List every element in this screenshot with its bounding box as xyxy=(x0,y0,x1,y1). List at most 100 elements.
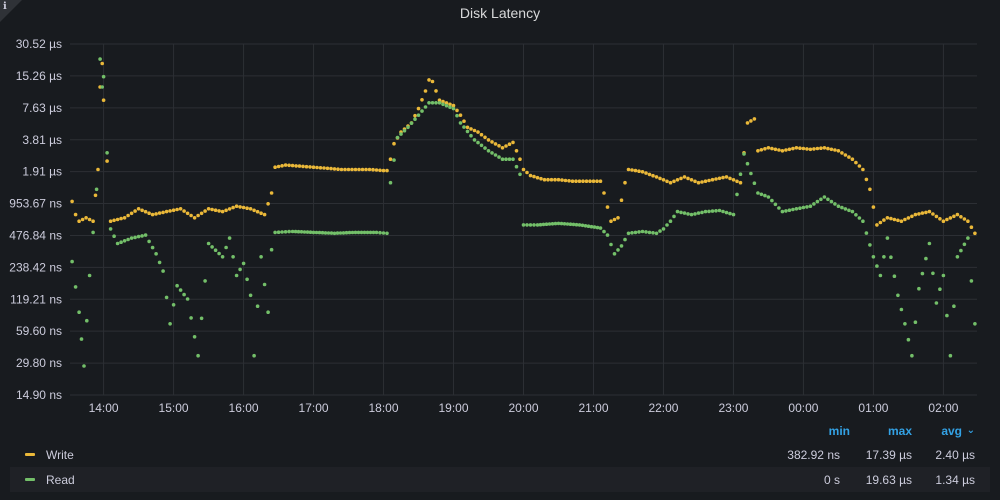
data-point xyxy=(567,179,571,183)
data-point xyxy=(843,153,848,157)
chart-area[interactable]: 14.90 ns 29.80 ns 59.60 ns 119.21 ns 238.42 … xyxy=(0,0,1000,420)
data-point xyxy=(903,322,907,326)
x-tick-label: 00:00 xyxy=(788,401,818,415)
data-point xyxy=(686,176,690,181)
data-point xyxy=(798,146,802,150)
data-point xyxy=(168,209,172,213)
write-color-swatch[interactable] xyxy=(25,453,35,456)
data-point xyxy=(528,173,533,178)
data-point xyxy=(586,224,591,228)
data-point xyxy=(602,191,606,195)
data-point xyxy=(913,212,918,217)
panel-info-corner[interactable] xyxy=(0,0,22,22)
data-point xyxy=(217,209,221,213)
data-point xyxy=(889,216,893,221)
data-point xyxy=(374,168,379,172)
data-point xyxy=(122,216,127,220)
info-icon[interactable]: ℹ xyxy=(3,1,7,12)
data-point xyxy=(147,211,151,215)
y-tick-label: 14.90 ns xyxy=(16,388,62,402)
data-point xyxy=(332,231,337,236)
data-point xyxy=(353,167,358,172)
data-point xyxy=(612,217,617,222)
x-tick-label: 20:00 xyxy=(508,401,538,415)
legend-row-read[interactable]: Read 0 s 19.63 µs 1.34 µs xyxy=(10,467,990,492)
data-point xyxy=(945,217,949,222)
data-point xyxy=(973,231,977,236)
data-point xyxy=(903,217,907,222)
data-point xyxy=(945,313,949,318)
y-tick-label: 29.80 ns xyxy=(16,356,62,370)
data-point xyxy=(455,113,459,118)
data-point xyxy=(952,304,956,309)
data-point xyxy=(296,229,301,234)
data-point xyxy=(444,101,449,105)
data-point xyxy=(514,164,519,169)
data-point xyxy=(871,205,876,209)
data-point xyxy=(661,178,666,182)
legend-series-name[interactable]: Write xyxy=(46,448,74,462)
data-point xyxy=(759,192,764,197)
data-point xyxy=(920,271,925,276)
data-point xyxy=(423,89,428,93)
data-point xyxy=(266,310,270,315)
data-point xyxy=(703,179,708,183)
data-point xyxy=(571,222,576,227)
legend-header-avg[interactable]: avg xyxy=(941,424,962,438)
data-point xyxy=(161,210,165,215)
data-point xyxy=(317,230,322,235)
data-point xyxy=(122,239,127,243)
data-point xyxy=(500,157,505,161)
data-point xyxy=(458,113,463,117)
legend-row-write[interactable]: Write 382.92 ns 17.39 µs 2.40 µs xyxy=(10,442,990,467)
data-point xyxy=(675,209,680,214)
data-point xyxy=(934,214,939,219)
data-point xyxy=(210,207,214,212)
data-point xyxy=(350,230,355,235)
legend-header-min[interactable]: min xyxy=(828,424,850,438)
data-point xyxy=(759,148,764,152)
x-tick-label: 02:00 xyxy=(928,401,958,415)
data-point xyxy=(189,213,193,218)
data-point xyxy=(514,149,519,153)
data-point xyxy=(112,234,116,238)
legend-series-name[interactable]: Read xyxy=(46,473,75,487)
data-point xyxy=(297,164,302,168)
data-point xyxy=(710,177,715,182)
legend-header-max[interactable]: max xyxy=(887,424,912,438)
data-point xyxy=(707,209,711,214)
panel-title[interactable]: Disk Latency xyxy=(459,5,541,21)
data-point xyxy=(325,166,330,171)
data-point xyxy=(434,89,438,93)
data-point xyxy=(476,130,480,134)
data-point xyxy=(777,148,781,152)
data-point xyxy=(430,79,435,84)
data-point xyxy=(293,229,298,234)
data-point xyxy=(547,222,552,226)
data-point xyxy=(87,217,92,222)
data-point xyxy=(766,195,771,199)
data-point xyxy=(808,204,813,208)
series-read xyxy=(70,57,977,368)
data-point xyxy=(287,229,291,234)
data-point xyxy=(84,216,88,220)
data-point xyxy=(182,209,186,213)
data-point xyxy=(752,181,757,185)
data-point xyxy=(525,170,529,175)
data-point xyxy=(756,149,760,153)
data-point xyxy=(371,167,375,172)
data-point xyxy=(819,197,823,202)
data-point xyxy=(129,211,134,216)
data-point xyxy=(836,204,841,208)
data-point xyxy=(871,254,876,259)
read-color-swatch[interactable] xyxy=(25,478,35,481)
chevron-down-icon[interactable]: ⌄ xyxy=(966,425,975,436)
y-tick-label: 7.63 µs xyxy=(22,101,62,115)
data-point xyxy=(241,261,246,266)
data-point xyxy=(815,199,820,204)
data-point xyxy=(399,132,403,136)
data-point xyxy=(689,212,694,217)
data-point xyxy=(80,217,85,222)
data-point xyxy=(525,223,529,227)
y-tick-label: 953.67 ns xyxy=(9,197,62,211)
